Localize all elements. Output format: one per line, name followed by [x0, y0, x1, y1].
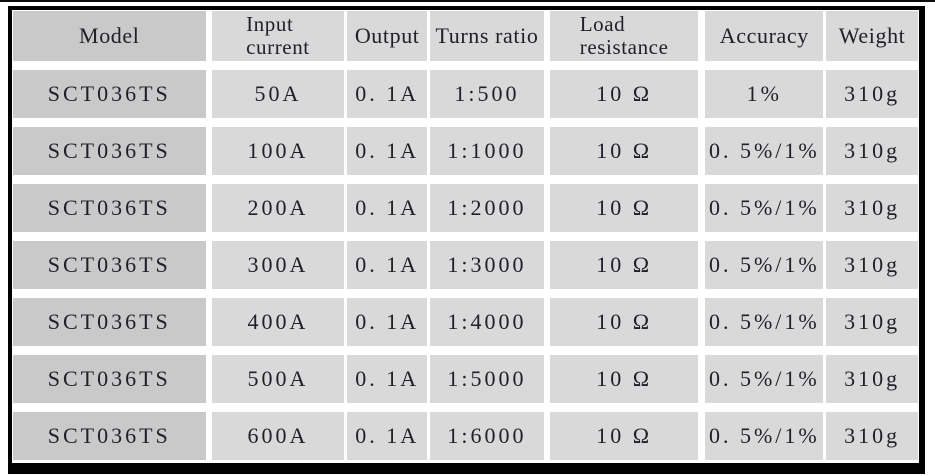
header-accuracy: Accuracy — [705, 11, 824, 61]
cell-turns-ratio: 1:4000 — [430, 298, 544, 346]
cell-output: 0. 1A — [347, 412, 428, 460]
spec-table: Model Input current Output Turns ratio L… — [8, 6, 925, 474]
header-label: Load resistance — [579, 12, 669, 59]
cell-model: SCT036TS — [13, 127, 206, 175]
cell-turns-ratio: 1:1000 — [430, 127, 544, 175]
table-row: SCT036TS 300A 0. 1A 1:3000 10 Ω 0. 5%/1%… — [13, 241, 918, 289]
table-row: SCT036TS 500A 0. 1A 1:5000 10 Ω 0. 5%/1%… — [13, 355, 918, 403]
cell-turns-ratio: 1:2000 — [430, 184, 544, 232]
cell-output: 0. 1A — [347, 298, 428, 346]
cell-turns-ratio: 1:5000 — [430, 355, 544, 403]
header-input-current: Input current — [211, 11, 345, 61]
cell-output: 0. 1A — [347, 184, 428, 232]
header-model: Model — [13, 11, 206, 61]
cell-weight: 310g — [826, 241, 918, 289]
cell-output: 0. 1A — [347, 70, 428, 118]
table-row: SCT036TS 400A 0. 1A 1:4000 10 Ω 0. 5%/1%… — [13, 298, 918, 346]
header-label: Weight — [838, 23, 906, 48]
cell-accuracy: 0. 5%/1% — [705, 184, 824, 232]
header-label: Input current — [246, 12, 310, 59]
cell-accuracy: 0. 5%/1% — [705, 355, 824, 403]
cell-load-resistance: 10 Ω — [549, 184, 699, 232]
cell-model: SCT036TS — [13, 298, 206, 346]
cell-output: 0. 1A — [347, 127, 428, 175]
cell-accuracy: 0. 5%/1% — [705, 241, 824, 289]
cell-load-resistance: 10 Ω — [549, 70, 699, 118]
header-load-resistance: Load resistance — [549, 11, 699, 61]
cell-input-current: 600A — [211, 412, 345, 460]
cell-accuracy: 0. 5%/1% — [705, 412, 824, 460]
cell-accuracy: 1% — [705, 70, 824, 118]
top-horizontal-rule — [0, 0, 935, 2]
cell-load-resistance: 10 Ω — [549, 241, 699, 289]
cell-input-current: 50A — [211, 70, 345, 118]
table-row: SCT036TS 200A 0. 1A 1:2000 10 Ω 0. 5%/1%… — [13, 184, 918, 232]
cell-accuracy: 0. 5%/1% — [705, 127, 824, 175]
cell-turns-ratio: 1:500 — [430, 70, 544, 118]
table-row: SCT036TS 600A 0. 1A 1:6000 10 Ω 0. 5%/1%… — [13, 412, 918, 460]
cell-load-resistance: 10 Ω — [549, 298, 699, 346]
header-label: Model — [79, 23, 140, 48]
cell-model: SCT036TS — [13, 412, 206, 460]
cell-turns-ratio: 1:3000 — [430, 241, 544, 289]
cell-model: SCT036TS — [13, 184, 206, 232]
cell-model: SCT036TS — [13, 355, 206, 403]
cell-input-current: 100A — [211, 127, 345, 175]
header-weight: Weight — [826, 11, 918, 61]
cell-weight: 310g — [826, 184, 918, 232]
cell-input-current: 400A — [211, 298, 345, 346]
cell-weight: 310g — [826, 412, 918, 460]
cell-model: SCT036TS — [13, 70, 206, 118]
header-label: Turns ratio — [435, 23, 539, 48]
table-header-row: Model Input current Output Turns ratio L… — [13, 11, 918, 61]
cell-weight: 310g — [826, 298, 918, 346]
cell-weight: 310g — [826, 70, 918, 118]
cell-output: 0. 1A — [347, 355, 428, 403]
header-turns-ratio: Turns ratio — [430, 11, 544, 61]
cell-accuracy: 0. 5%/1% — [705, 298, 824, 346]
table-row: SCT036TS 50A 0. 1A 1:500 10 Ω 1% 310g — [13, 70, 918, 118]
cell-load-resistance: 10 Ω — [549, 412, 699, 460]
cell-input-current: 300A — [211, 241, 345, 289]
cell-load-resistance: 10 Ω — [549, 355, 699, 403]
header-label: Output — [354, 23, 420, 48]
cell-weight: 310g — [826, 355, 918, 403]
cell-weight: 310g — [826, 127, 918, 175]
header-label: Accuracy — [719, 23, 809, 48]
cell-turns-ratio: 1:6000 — [430, 412, 544, 460]
cell-input-current: 200A — [211, 184, 345, 232]
cell-input-current: 500A — [211, 355, 345, 403]
cell-load-resistance: 10 Ω — [549, 127, 699, 175]
cell-output: 0. 1A — [347, 241, 428, 289]
table-row: SCT036TS 100A 0. 1A 1:1000 10 Ω 0. 5%/1%… — [13, 127, 918, 175]
header-output: Output — [347, 11, 428, 61]
cell-model: SCT036TS — [13, 241, 206, 289]
